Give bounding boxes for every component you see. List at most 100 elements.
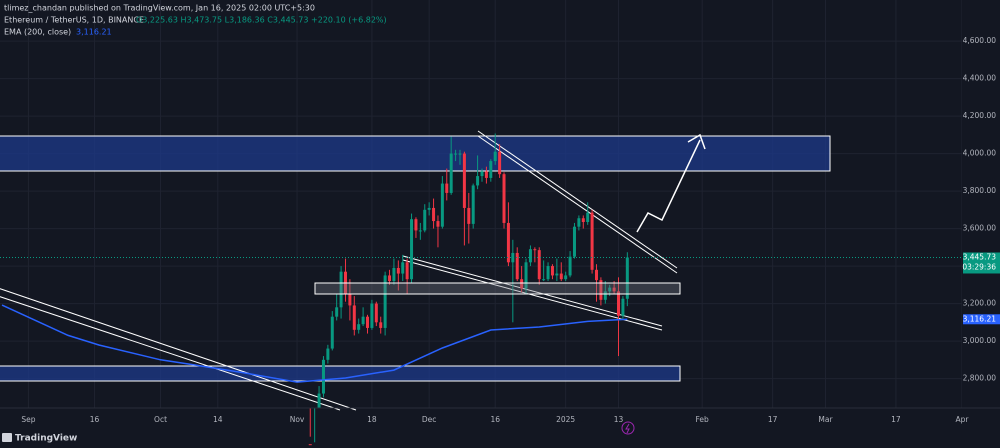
candle-body	[520, 279, 524, 289]
candle-body	[432, 207, 436, 222]
candle-body	[564, 275, 568, 280]
event-icon[interactable]	[621, 421, 635, 435]
candle-body	[617, 291, 621, 316]
x-tick-label: Oct	[154, 415, 167, 424]
candle-body	[568, 256, 572, 276]
candle-body	[339, 271, 343, 308]
candle-body	[445, 183, 449, 193]
candle-body	[454, 153, 458, 155]
candle-body	[436, 221, 440, 227]
y-tick-label: 3,800.00	[963, 186, 997, 195]
candle-body	[462, 153, 466, 208]
x-tick-label: 17	[891, 415, 901, 424]
countdown: 03:29:36	[962, 262, 996, 271]
candle-body	[370, 303, 374, 328]
supply-zone	[0, 135, 831, 172]
candle-body	[533, 249, 537, 251]
y-tick-label: 4,000.00	[963, 149, 997, 158]
drawings	[0, 130, 831, 411]
candle-body	[546, 266, 550, 280]
ema-value: 3,116.21	[76, 28, 112, 37]
candle-body	[625, 257, 629, 299]
candle-body	[586, 212, 590, 222]
candle-body	[550, 266, 554, 276]
arrow-head	[687, 133, 706, 150]
candle-body	[308, 444, 312, 446]
candle-body	[317, 393, 321, 408]
candle-body	[515, 252, 519, 280]
candle-body	[330, 316, 334, 349]
x-tick-label: 16	[90, 415, 100, 424]
ema-line	[1, 304, 628, 383]
candle-body	[498, 151, 502, 175]
candle-body	[374, 303, 378, 323]
projection-arrow	[636, 139, 701, 233]
candle-body	[388, 275, 392, 282]
candle-body	[511, 252, 515, 263]
candle-body	[524, 262, 528, 289]
candle-body	[326, 348, 330, 360]
candle-body	[392, 267, 396, 282]
author-line: tlimez_chandan published on TradingView.…	[4, 4, 315, 13]
candle-body	[427, 207, 431, 210]
candle-body	[612, 287, 616, 292]
candle-body	[489, 161, 493, 178]
candle-body	[480, 171, 484, 177]
axes: 2,800.003,000.003,200.003,400.003,600.00…	[21, 36, 1000, 424]
ema-tag-box	[963, 314, 1000, 325]
candle-body	[379, 322, 383, 328]
y-tick-label: 4,400.00	[963, 74, 997, 83]
x-tick-label: 2025	[556, 415, 575, 424]
x-tick-label: Mar	[818, 415, 833, 424]
candle-body	[577, 218, 581, 227]
candle-body	[599, 280, 603, 300]
candle-body	[590, 212, 594, 270]
brand: TradingView	[15, 434, 77, 444]
x-tick-label: 18	[367, 415, 377, 424]
y-tick-label: 2,800.00	[963, 374, 997, 383]
candle-body	[414, 219, 418, 231]
plot	[0, 133, 962, 446]
symbol: Ethereum / TetherUS, 1D, BINANCE	[4, 16, 144, 25]
candle-body	[348, 294, 352, 306]
candle-body	[357, 324, 361, 330]
candle-body	[352, 305, 356, 330]
old-downtrend	[0, 288, 357, 411]
candle-body	[559, 273, 563, 280]
candle-body	[383, 275, 387, 328]
candle-body	[366, 316, 370, 328]
candle-body	[555, 273, 559, 276]
candle-body	[603, 291, 607, 300]
candle-body	[621, 298, 625, 316]
ema-label: EMA (200, close)	[4, 28, 71, 37]
candle-body	[440, 183, 444, 227]
candle-body	[361, 316, 365, 325]
y-tick-label: 3,000.00	[963, 336, 997, 345]
candle-body	[484, 171, 488, 178]
x-tick-label: Feb	[696, 415, 710, 424]
y-tick-label: 3,200.00	[963, 299, 997, 308]
price-tag: 3,445.73	[963, 252, 997, 261]
x-tick-label: 16	[490, 415, 500, 424]
candle-body	[401, 262, 405, 274]
x-tick-label: Nov	[290, 415, 305, 424]
x-tick-label: 17	[768, 415, 778, 424]
candle-body	[506, 222, 510, 263]
y-tick-label: 4,600.00	[963, 36, 997, 45]
x-tick-label: 13	[614, 415, 624, 424]
price-tag-box	[963, 252, 1000, 274]
candle-body	[476, 176, 480, 186]
candle-body	[502, 174, 506, 223]
candle-body	[471, 185, 475, 224]
candle-body	[594, 269, 598, 281]
candle-body	[458, 153, 462, 155]
candle-body	[542, 279, 546, 281]
x-tick-label: Apr	[956, 415, 970, 424]
candle-body	[396, 267, 400, 274]
x-tick-label: 14	[213, 415, 223, 424]
candle-body	[423, 209, 427, 231]
x-tick-label: Dec	[422, 415, 437, 424]
candle-body	[537, 250, 541, 280]
range-zone	[314, 282, 681, 295]
